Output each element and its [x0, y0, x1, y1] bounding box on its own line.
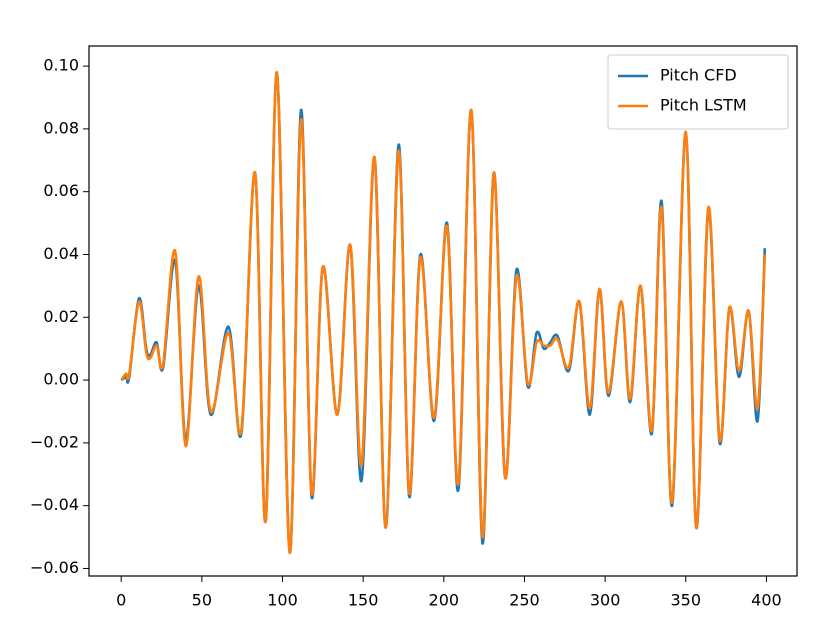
y-tick-label: 0.06 [43, 181, 79, 200]
x-tick-label: 400 [751, 591, 782, 610]
x-tick-label: 50 [192, 591, 212, 610]
y-tick-label: −0.04 [30, 495, 79, 514]
legend-label: Pitch LSTM [660, 96, 747, 115]
x-tick-label: 200 [429, 591, 460, 610]
y-tick-label: 0.10 [43, 56, 79, 75]
x-tick-label: 350 [671, 591, 702, 610]
y-tick-label: 0.04 [43, 244, 79, 263]
x-tick-label: 300 [590, 591, 621, 610]
x-tick-label: 0 [116, 591, 126, 610]
x-tick-label: 150 [348, 591, 379, 610]
y-tick-label: 0.00 [43, 370, 79, 389]
y-tick-label: 0.08 [43, 118, 79, 137]
line-series [120, 71, 767, 555]
legend-frame [607, 54, 789, 130]
y-tick-label: −0.02 [30, 432, 79, 451]
y-tick-label: −0.06 [30, 558, 79, 577]
legend-label: Pitch CFD [660, 66, 737, 85]
line-series [120, 71, 767, 555]
x-tick-label: 100 [267, 591, 298, 610]
x-tick-label: 250 [509, 591, 540, 610]
plot-frame [88, 45, 798, 577]
y-tick-label: 0.02 [43, 307, 79, 326]
